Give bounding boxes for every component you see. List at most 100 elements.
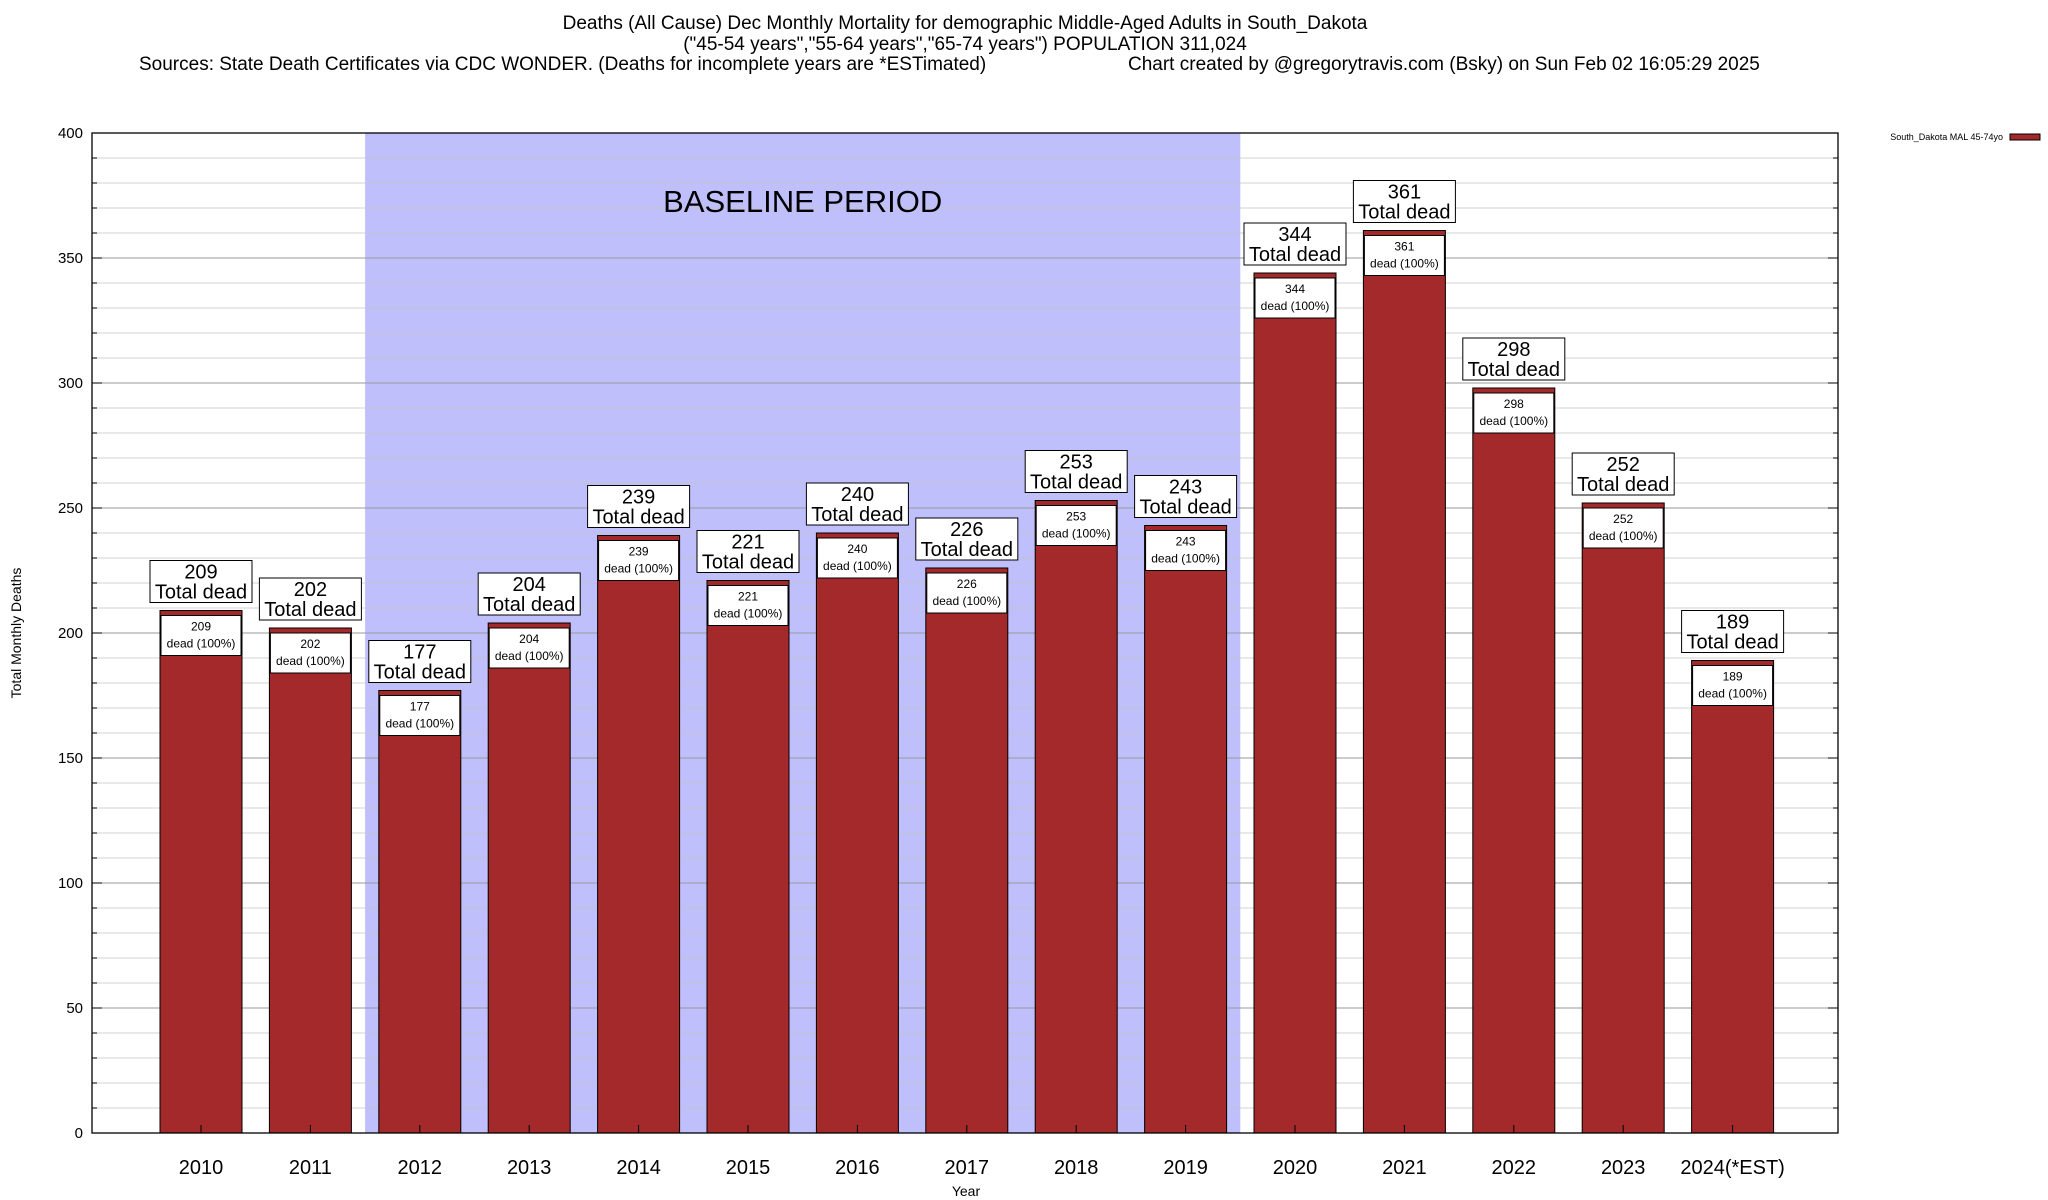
inner-value-label: 209 (191, 620, 211, 634)
total-label-box (1352, 180, 1456, 223)
bar-2019 (1144, 525, 1228, 1134)
total-label-box (587, 485, 691, 528)
inner-value-label: 252 (1613, 512, 1633, 526)
total-value-label: 202 (294, 579, 327, 601)
bar-2021 (1362, 230, 1446, 1134)
total-dead-label: Total dead (1030, 472, 1122, 494)
total-label-box (696, 530, 800, 573)
y-tick-label: 150 (58, 750, 83, 767)
bar-2020 (1253, 272, 1337, 1134)
chart-sources-text: Sources: State Death Certificates via CD… (139, 54, 987, 75)
total-label-box (258, 577, 362, 621)
bar-2024(*EST) (1691, 660, 1775, 1134)
legend-label: South_Dakota MAL 45-74yo (1890, 132, 2003, 142)
total-dead-label: Total dead (374, 662, 466, 684)
inner-value-label: 298 (1504, 397, 1524, 411)
inner-percent-label: dead (100%) (1370, 257, 1439, 271)
y-tick-label: 100 (58, 875, 83, 892)
total-value-label: 252 (1607, 454, 1640, 476)
legend: South_Dakota MAL 45-74yo (1890, 132, 2041, 142)
inner-percent-label: dead (100%) (714, 607, 783, 621)
total-label-box (1243, 222, 1347, 266)
inner-label-box (1582, 507, 1664, 549)
inner-value-label: 239 (629, 545, 649, 559)
total-dead-label: Total dead (155, 582, 247, 604)
chart-title-line-2: ("45-54 years","55-64 years","65-74 year… (683, 34, 1247, 55)
axis-ticks-layer: 0 50 100 150 200 250 300 350 400 2010 2011 2012 2013… (58, 125, 1838, 1179)
x-tick-label: 2010 (179, 1157, 224, 1179)
x-tick-label: 2014 (616, 1157, 661, 1179)
x-tick-label: 2023 (1601, 1157, 1646, 1179)
total-label-box (1571, 452, 1675, 496)
inner-value-label: 177 (410, 700, 430, 714)
total-label-box (915, 517, 1019, 561)
total-value-label: 361 (1388, 182, 1421, 204)
bar-2012 (378, 690, 462, 1134)
chart-credit-text: Chart created by @gregorytravis.com (Bsk… (1128, 54, 1760, 75)
total-value-label: 240 (841, 484, 874, 506)
total-label-box (805, 482, 909, 526)
total-dead-label: Total dead (592, 507, 684, 529)
inner-label-box (598, 540, 680, 581)
inner-label-box (488, 627, 570, 669)
y-tick-label: 0 (75, 1125, 83, 1142)
total-value-label: 221 (731, 532, 764, 554)
inner-value-label: 189 (1723, 670, 1743, 684)
inner-label-box (1363, 235, 1445, 276)
x-tick-label: 2022 (1492, 1157, 1537, 1179)
inner-label-box (1035, 505, 1117, 546)
inner-label-box (269, 632, 351, 674)
inner-label-box (707, 585, 789, 626)
inner-percent-label: dead (100%) (1042, 527, 1111, 541)
x-tick-label: 2013 (507, 1157, 552, 1179)
inner-percent-label: dead (100%) (1589, 529, 1658, 543)
total-value-label: 344 (1278, 224, 1311, 246)
inner-value-label: 361 (1394, 240, 1414, 254)
baseline-period-label: BASELINE PERIOD (663, 184, 942, 219)
total-value-label: 204 (513, 574, 546, 596)
bar-2017 (925, 567, 1009, 1134)
inner-label-box (926, 572, 1008, 614)
inner-percent-label: dead (100%) (385, 717, 454, 731)
inner-label-box (1254, 277, 1336, 319)
inner-percent-label: dead (100%) (823, 559, 892, 573)
inner-value-label: 243 (1176, 535, 1196, 549)
bar-2010 (159, 610, 243, 1134)
inner-label-box (1145, 530, 1227, 571)
total-label-box (368, 640, 472, 683)
x-tick-label: 2012 (398, 1157, 443, 1179)
total-label-box (1462, 337, 1566, 381)
total-value-label: 298 (1497, 339, 1530, 361)
bar-2015 (706, 580, 790, 1134)
chart-title-line-1: Deaths (All Cause) Dec Monthly Mortality… (562, 13, 1368, 34)
inner-value-label: 226 (957, 577, 977, 591)
bar-2013 (487, 622, 571, 1134)
y-tick-label: 350 (58, 250, 83, 267)
bar-2011 (268, 627, 352, 1134)
inner-percent-label: dead (100%) (276, 654, 345, 668)
y-tick-label: 200 (58, 625, 83, 642)
inner-percent-label: dead (100%) (1698, 687, 1767, 701)
inner-label-box (816, 537, 898, 579)
inner-percent-label: dead (100%) (932, 594, 1001, 608)
inner-label-box (160, 615, 242, 656)
total-label-box (477, 572, 581, 616)
x-tick-label: 2015 (726, 1157, 771, 1179)
legend-swatch (2009, 133, 2041, 141)
inner-value-label: 221 (738, 590, 758, 604)
inner-percent-label: dead (100%) (1479, 414, 1548, 428)
inner-label-box (1473, 392, 1555, 434)
total-dead-label: Total dead (702, 552, 794, 574)
total-dead-label: Total dead (811, 504, 903, 526)
x-tick-label: 2011 (289, 1157, 332, 1179)
total-dead-label: Total dead (1468, 359, 1560, 381)
x-tick-label: 2017 (945, 1157, 990, 1179)
inner-value-label: 202 (300, 637, 320, 651)
inner-percent-label: dead (100%) (1261, 299, 1330, 313)
total-value-label: 239 (622, 487, 655, 509)
x-axis-title: Year (952, 1183, 981, 1199)
total-dead-label: Total dead (1358, 202, 1450, 224)
x-tick-label: 2019 (1163, 1157, 1208, 1179)
